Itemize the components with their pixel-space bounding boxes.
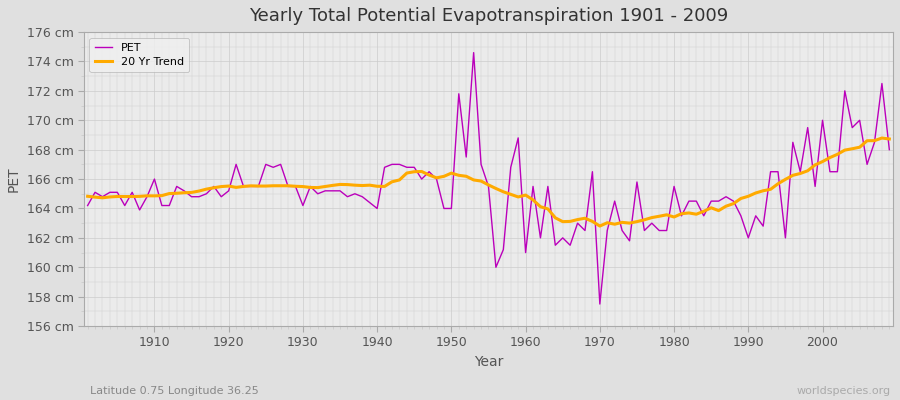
Y-axis label: PET: PET [7, 166, 21, 192]
Text: worldspecies.org: worldspecies.org [796, 386, 891, 396]
PET [141, 194, 152, 199]
PET [624, 238, 634, 243]
20 Yr Trend [349, 183, 360, 188]
PET [884, 147, 895, 152]
Line: 20 Yr Trend: 20 Yr Trend [87, 138, 889, 226]
Legend: PET, 20 Yr Trend: PET, 20 Yr Trend [89, 38, 189, 72]
20 Yr Trend [141, 194, 152, 198]
20 Yr Trend [594, 224, 605, 228]
PET [468, 50, 479, 55]
PET [349, 191, 360, 196]
20 Yr Trend [520, 193, 531, 198]
PET [527, 184, 538, 189]
20 Yr Trend [884, 136, 895, 141]
20 Yr Trend [82, 194, 93, 199]
Text: Latitude 0.75 Longitude 36.25: Latitude 0.75 Longitude 36.25 [90, 386, 259, 396]
Line: PET: PET [87, 53, 889, 304]
X-axis label: Year: Year [473, 355, 503, 369]
PET [305, 184, 316, 189]
Title: Yearly Total Potential Evapotranspiration 1901 - 2009: Yearly Total Potential Evapotranspiratio… [249, 7, 728, 25]
20 Yr Trend [513, 194, 524, 199]
PET [520, 250, 531, 255]
PET [82, 203, 93, 208]
20 Yr Trend [616, 220, 627, 225]
20 Yr Trend [877, 136, 887, 140]
PET [594, 302, 605, 306]
20 Yr Trend [305, 185, 316, 190]
